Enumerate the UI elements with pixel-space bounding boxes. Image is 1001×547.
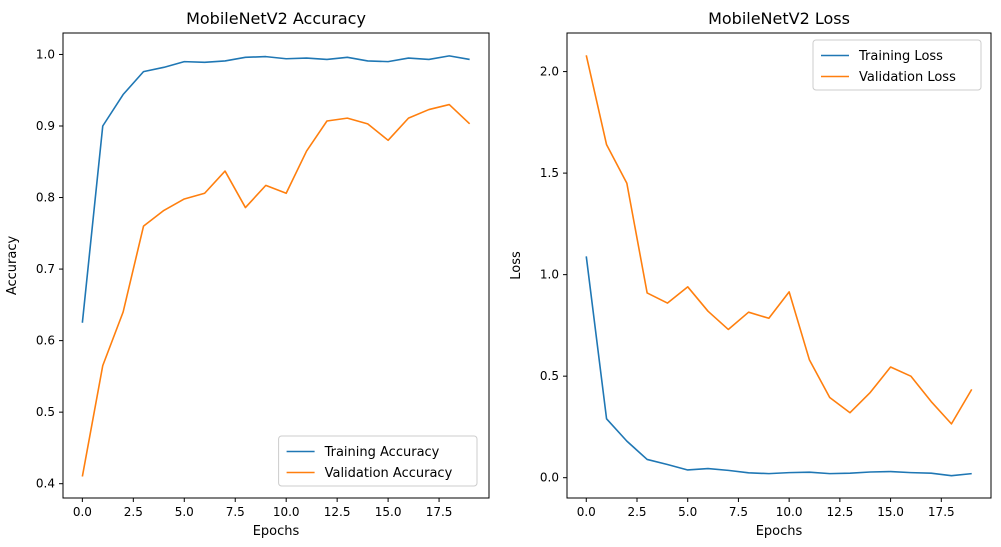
x-tick-label: 10.0 <box>776 505 803 519</box>
legend-label: Training Loss <box>858 49 943 64</box>
x-axis-label: Epochs <box>253 524 300 539</box>
legend-box <box>278 435 478 487</box>
x-tick-label: 0.0 <box>577 505 596 519</box>
x-tick-label: 7.5 <box>729 505 748 519</box>
legend: Training Loss Validation Loss <box>812 39 982 91</box>
chart-panel-1: MobileNetV2 Accuracy 0.0 2.5 5.0 7.5 10.0 12.5… <box>5 9 490 539</box>
y-tick-label: 0.0 <box>540 471 559 485</box>
series-line-1 <box>81 55 470 323</box>
x-tick-label: 17.5 <box>426 505 453 519</box>
series-line-2 <box>585 55 973 425</box>
legend-label: Validation Accuracy <box>325 466 453 481</box>
series-line-2 <box>81 103 471 477</box>
y-tick-label: 1.0 <box>36 47 55 61</box>
legend-box <box>812 39 982 91</box>
x-tick-label: 15.0 <box>375 505 402 519</box>
x-tick-label: 5.0 <box>175 505 194 519</box>
x-tick-label: 17.5 <box>928 505 955 519</box>
legend-label: Validation Loss <box>859 70 956 85</box>
x-tick-label: 12.5 <box>827 505 854 519</box>
y-tick-label: 0.5 <box>36 405 55 419</box>
x-tick-label: 12.5 <box>324 505 351 519</box>
x-tick-label: 0.0 <box>73 505 92 519</box>
chart-title: MobileNetV2 Accuracy <box>186 9 366 28</box>
y-axis-label: Loss <box>509 251 524 280</box>
chart-panel-2: MobileNetV2 Loss 0.0 2.5 5.0 7.5 10.0 12.5 15.0… <box>509 9 992 539</box>
y-tick-label: 1.5 <box>540 166 559 180</box>
y-tick-label: 0.8 <box>36 191 55 205</box>
y-tick-label: 2.0 <box>540 65 559 79</box>
x-axis-label: Epochs <box>756 524 803 539</box>
x-tick-label: 2.5 <box>627 505 646 519</box>
y-tick-label: 1.0 <box>540 268 559 282</box>
legend-label: Training Accuracy <box>324 445 440 460</box>
y-tick-label: 0.7 <box>36 262 55 276</box>
chart-title: MobileNetV2 Loss <box>708 9 850 28</box>
y-tick-label: 0.5 <box>540 369 559 383</box>
x-tick-label: 5.0 <box>678 505 697 519</box>
x-tick-label: 2.5 <box>124 505 143 519</box>
series-line-1 <box>585 256 972 477</box>
axes-frame <box>566 32 992 499</box>
y-tick-label: 0.6 <box>36 334 55 348</box>
x-tick-label: 15.0 <box>877 505 904 519</box>
y-axis-label: Accuracy <box>5 236 20 296</box>
legend: Training Accuracy Validation Accuracy <box>278 435 478 487</box>
y-tick-label: 0.4 <box>36 477 55 491</box>
y-tick-label: 0.9 <box>36 119 55 133</box>
x-tick-label: 7.5 <box>226 505 245 519</box>
x-tick-label: 10.0 <box>273 505 300 519</box>
axes-frame <box>62 32 490 499</box>
